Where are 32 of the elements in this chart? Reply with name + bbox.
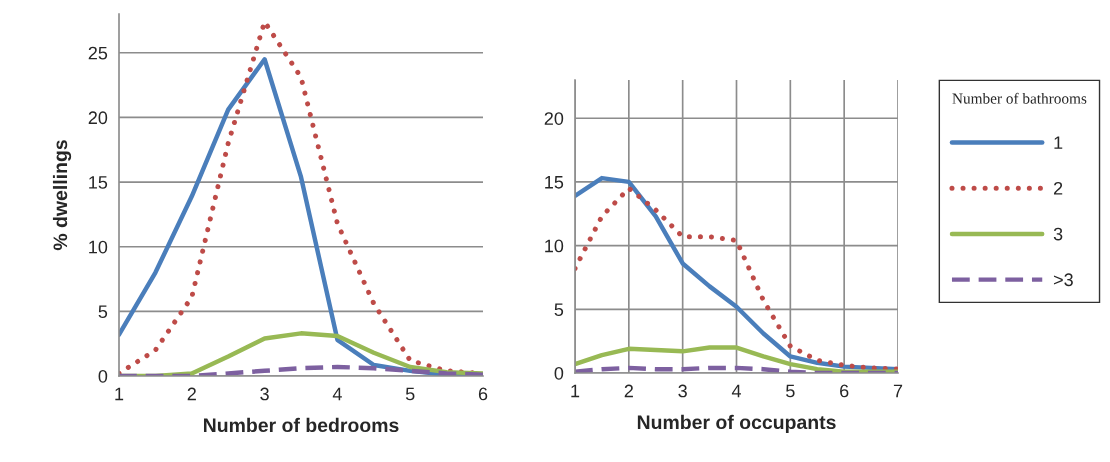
legend-label: >3: [1053, 273, 1073, 287]
y-tick-label: 20: [544, 112, 564, 125]
x-tick-label: 5: [405, 387, 415, 401]
y-tick-label: 25: [88, 46, 108, 60]
x-tick-label: 1: [571, 384, 580, 398]
x-tick-label: 6: [478, 387, 488, 401]
x-tick-label: 3: [260, 387, 269, 401]
y-tick-label: 5: [554, 303, 564, 317]
x-tick-label: 1: [115, 387, 124, 401]
x-tick-label: 7: [893, 384, 903, 398]
legend-title: Number of bathrooms: [952, 92, 1087, 104]
y-tick-label: 0: [98, 369, 108, 383]
y-tick-label: 0: [554, 366, 564, 380]
y-tick-label: 10: [89, 240, 108, 254]
legend-label: 2: [1053, 181, 1063, 195]
legend-label: 1: [1054, 136, 1063, 149]
x-axis-title: Number of bedrooms: [204, 417, 399, 433]
y-tick-label: 15: [545, 176, 564, 189]
y-tick-label: 5: [98, 305, 108, 319]
x-tick-label: 3: [678, 384, 687, 398]
y-tick-label: 15: [89, 176, 108, 189]
y-tick-label: 20: [88, 111, 108, 125]
y-axis-title: % dwellings: [52, 140, 72, 251]
x-tick-label: 5: [786, 384, 795, 398]
x-tick-label: 6: [840, 384, 849, 398]
x-tick-label: 4: [332, 387, 342, 401]
legend-label: 3: [1053, 227, 1063, 241]
y-tick-label: 10: [545, 239, 564, 253]
x-tick-label: 4: [731, 384, 741, 398]
x-axis-title: Number of occupants: [637, 414, 836, 433]
x-tick-label: 2: [624, 384, 633, 398]
x-tick-label: 2: [187, 387, 196, 401]
